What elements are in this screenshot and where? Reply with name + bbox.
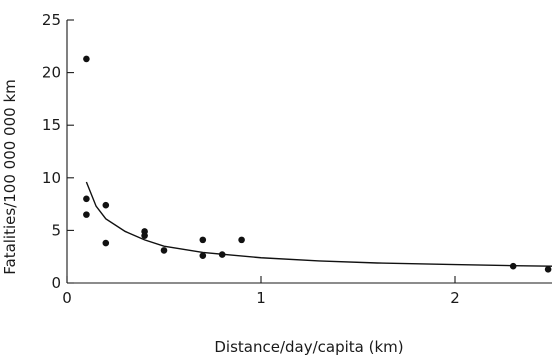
x-axis-label: Distance/day/capita (km) [214,338,403,356]
fit-curve [85,181,553,267]
y-tick-label: 20 [42,64,61,82]
y-tick-label: 25 [42,11,61,29]
data-point [83,211,90,218]
y-axis-label: Fatalities/100 000 000 km [1,79,19,275]
data-point [83,195,90,203]
data-point [509,262,517,270]
data-point [238,236,245,244]
fit-curve-layer [85,181,553,267]
axes: 0 5 10 15 20 25 0 1 2 [42,11,552,307]
data-point [141,232,148,239]
data-point [544,266,552,273]
x-tick-label: 0 [62,289,72,307]
data-point [102,201,110,209]
data-point [199,236,207,244]
data-point [199,252,207,259]
data-point [218,251,226,258]
data-point [160,247,168,254]
y-tick-label: 5 [51,221,61,239]
data-point [83,55,90,63]
x-tick-label: 1 [256,289,266,307]
y-tick-label: 15 [42,116,61,134]
y-tick-label: 10 [42,169,61,187]
y-tick-label: 0 [51,274,61,292]
x-tick-label: 2 [450,289,460,307]
data-points [83,55,552,273]
data-point [102,239,110,247]
